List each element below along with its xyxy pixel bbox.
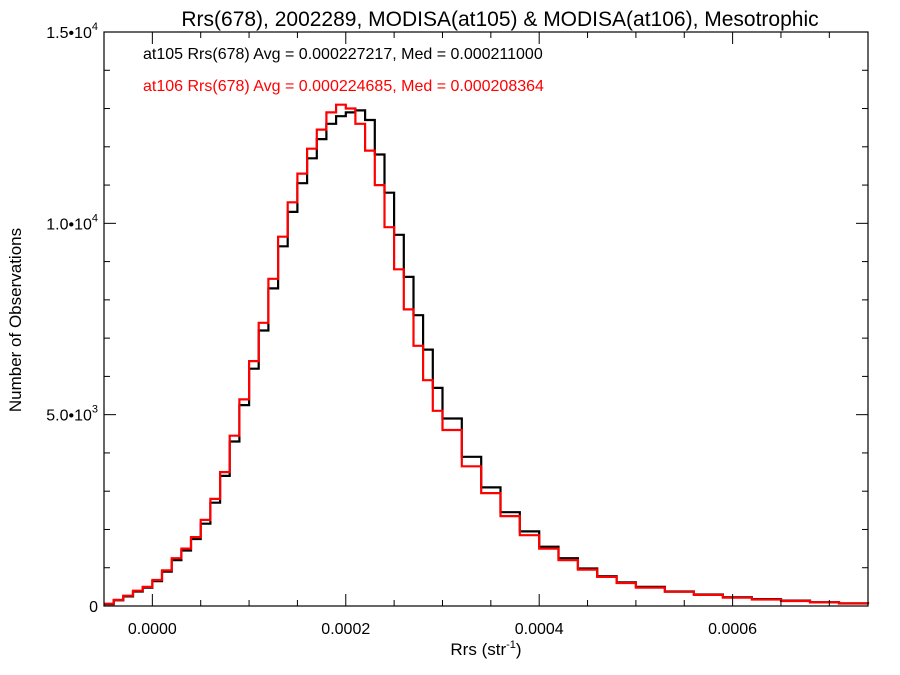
series-line-0	[104, 109, 870, 606]
series-layer	[104, 103, 870, 606]
y-axis-label: Number of Observations	[6, 228, 25, 412]
x-axis-label-close: )	[516, 640, 522, 659]
legend-annotation-at106: at106 Rrs(678) Avg = 0.000224685, Med = …	[143, 78, 544, 95]
y-tick-label: 1.0•104	[46, 212, 98, 233]
y-tick-label: 5.0•103	[46, 404, 98, 425]
y-tick-label: 1.5•104	[46, 21, 98, 42]
x-tick-label: 0.0002	[321, 621, 370, 638]
x-axis-label: Rrs (str-1)	[450, 639, 521, 659]
x-tick-label: 0.0004	[515, 621, 564, 638]
x-axis: 0.0000 0.0002 0.0004 0.0006	[128, 32, 830, 638]
x-tick-label: 0.0000	[128, 621, 177, 638]
chart-title: Rrs(678), 2002289, MODISA(at105) & MODIS…	[181, 8, 818, 31]
series-line-1	[104, 103, 870, 605]
x-tick-label: 0.0006	[708, 621, 757, 638]
x-axis-label-text: Rrs (str	[450, 640, 506, 659]
plot-frame	[103, 31, 869, 607]
y-axis: 0 5.0•103 1.0•104 1.5•104	[46, 21, 868, 616]
legend-annotation-at105: at105 Rrs(678) Avg = 0.000227217, Med = …	[143, 46, 543, 63]
x-axis-label-exponent: -1	[506, 639, 516, 651]
y-tick-label: 0	[89, 599, 98, 616]
